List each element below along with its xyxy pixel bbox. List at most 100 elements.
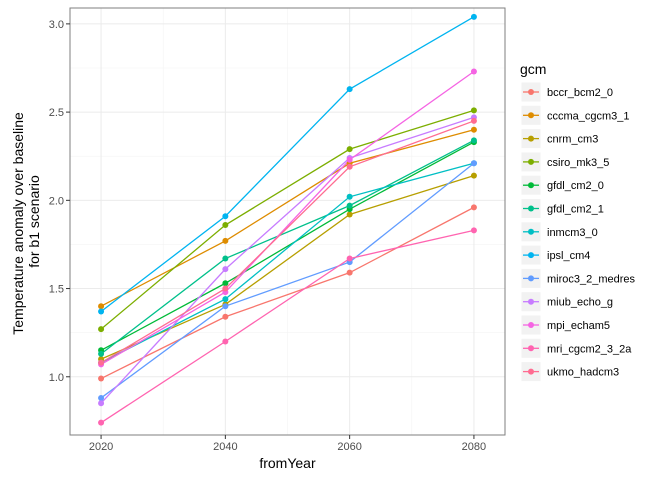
legend: gcm bccr_bcm2_0 cccma_cgcm3_1 cnrm_cm3csir… — [520, 61, 636, 383]
legend-label: mpi_echam5 — [547, 320, 610, 332]
legend-item-gfdl_cm2_1: gfdl_cm2_1 — [520, 198, 604, 219]
point-bccr_bcm2_0-2080 — [470, 204, 477, 211]
y-axis-ticks: 1.0 1.5 2.0 2.5 3.0 — [49, 19, 70, 384]
series-line-csiro_mk3_5 — [100, 109, 475, 330]
legend-key-point — [528, 275, 534, 282]
point-mpi_echam5-2060 — [346, 156, 353, 163]
legend-label: miroc3_2_medres — [547, 273, 636, 285]
series-line-mpi_echam5 — [100, 70, 475, 365]
legend-item-gfdl_cm2_0: gfdl_cm2_0 — [520, 174, 604, 196]
legend-label: inmcm3_0 — [547, 227, 598, 239]
point-csiro_mk3_5-2020 — [98, 326, 105, 333]
series-line-miroc3_2_medres — [100, 162, 475, 399]
x-axis-title: fromYear — [259, 455, 316, 471]
point-gfdl_cm2_0-2040 — [222, 280, 229, 287]
legend-item-inmcm3_0: inmcm3_0 — [520, 221, 598, 243]
series-line-bccr_bcm2_0 — [100, 206, 475, 380]
series-line-ipsl_cm4 — [100, 16, 475, 313]
point-mri_cgcm2_3_2a-2060 — [346, 255, 353, 262]
point-gfdl_cm2_1-2020 — [98, 350, 105, 357]
x-tick-label: 2040 — [213, 441, 237, 453]
point-inmcm3_0-2060 — [346, 193, 353, 200]
legend-item-miub_echo_g: miub_echo_g — [520, 291, 613, 313]
y-tick-label: 2.0 — [49, 195, 64, 207]
point-ukmo_hadcm3-2060 — [346, 163, 353, 170]
point-mri_cgcm2_3_2a-2080 — [470, 227, 477, 234]
x-tick-label: 2080 — [462, 441, 486, 453]
legend-label: ukmo_hadcm3 — [547, 367, 619, 379]
legend-label: cnrm_cm3 — [547, 134, 598, 146]
legend-key-point — [528, 158, 534, 165]
point-bccr_bcm2_0-2020 — [98, 375, 105, 382]
series-line-miub_echo_g — [100, 116, 475, 404]
legend-key-point — [528, 252, 534, 259]
point-bccr_bcm2_0-2060 — [346, 269, 353, 276]
point-inmcm3_0-2040 — [222, 296, 229, 303]
legend-item-csiro_mk3_5: csiro_mk3_5 — [520, 151, 609, 173]
series-lines — [100, 16, 475, 424]
series-line-gfdl_cm2_0 — [100, 141, 475, 351]
point-miub_echo_g-2040 — [222, 266, 229, 273]
legend-key-point — [528, 322, 534, 328]
legend-key-point — [528, 228, 534, 235]
point-csiro_mk3_5-2080 — [470, 107, 477, 114]
point-ukmo_hadcm3-2040 — [222, 285, 229, 292]
legend-label: cccma_cgcm3_1 — [547, 110, 630, 122]
point-miroc3_2_medres-2080 — [470, 160, 477, 167]
legend-item-cccma_cgcm3_1: cccma_cgcm3_1 — [520, 104, 630, 126]
legend-title: gcm — [520, 61, 546, 77]
point-csiro_mk3_5-2040 — [222, 222, 229, 229]
series-points — [98, 13, 477, 426]
minor-grid — [70, 8, 505, 435]
legend-item-bccr_bcm2_0: bccr_bcm2_0 — [520, 81, 613, 103]
point-ipsl_cm4-2060 — [346, 86, 353, 93]
legend-key-point — [528, 89, 534, 95]
legend-key-point — [528, 182, 534, 189]
point-gfdl_cm2_1-2040 — [222, 255, 229, 262]
legend-item-ukmo_hadcm3: ukmo_hadcm3 — [520, 361, 619, 383]
legend-key-point — [528, 135, 534, 142]
legend-item-mpi_echam5: mpi_echam5 — [520, 314, 610, 336]
legend-label: gfdl_cm2_1 — [547, 204, 604, 216]
point-ipsl_cm4-2080 — [470, 13, 477, 20]
legend-label: gfdl_cm2_0 — [547, 180, 604, 192]
series-line-ukmo_hadcm3 — [100, 120, 475, 364]
y-axis-title: Temperature anomaly over baseline for b1… — [10, 108, 42, 334]
y-tick-label: 1.5 — [49, 284, 64, 296]
point-mpi_echam5-2080 — [470, 68, 477, 75]
series-line-gfdl_cm2_1 — [100, 139, 475, 355]
point-csiro_mk3_5-2060 — [346, 146, 353, 153]
legend-label: mri_cgcm2_3_2a — [547, 343, 632, 355]
legend-label: bccr_bcm2_0 — [547, 87, 613, 99]
point-ipsl_cm4-2020 — [98, 308, 105, 315]
legend-item-ipsl_cm4: ipsl_cm4 — [520, 244, 590, 266]
point-mri_cgcm2_3_2a-2040 — [222, 338, 229, 345]
x-tick-label: 2020 — [89, 441, 113, 453]
legend-item-mri_cgcm2_3_2a: mri_cgcm2_3_2a — [520, 337, 632, 359]
point-ukmo_hadcm3-2080 — [470, 117, 477, 124]
legend-key-point — [528, 345, 534, 352]
major-grid — [70, 8, 505, 435]
y-tick-label: 3.0 — [49, 19, 64, 31]
point-cccma_cgcm3_1-2040 — [222, 237, 229, 244]
panel-border — [69, 7, 506, 436]
legend-key-point — [528, 368, 534, 375]
y-axis-title-line-1: Temperature anomaly over baseline — [10, 112, 26, 335]
point-gfdl_cm2_1-2060 — [346, 202, 353, 209]
legend-label: miub_echo_g — [547, 297, 613, 309]
legend-key-point — [528, 112, 534, 119]
y-tick-label: 1.0 — [49, 372, 64, 384]
point-bccr_bcm2_0-2040 — [222, 313, 229, 320]
point-miroc3_2_medres-2040 — [222, 303, 229, 310]
x-axis-ticks: 2020 2040 2060 2080 — [89, 435, 486, 453]
point-ipsl_cm4-2040 — [222, 213, 229, 220]
y-axis-title-line-2: for b1 scenario — [26, 175, 42, 268]
legend-item-cnrm_cm3: cnrm_cm3 — [520, 128, 598, 150]
point-mri_cgcm2_3_2a-2020 — [98, 419, 105, 426]
legend-key-point — [528, 298, 534, 305]
point-ukmo_hadcm3-2020 — [98, 359, 105, 366]
point-miroc3_2_medres-2020 — [98, 394, 105, 401]
legend-key-point — [528, 205, 534, 212]
series-line-mri_cgcm2_3_2a — [100, 229, 475, 424]
